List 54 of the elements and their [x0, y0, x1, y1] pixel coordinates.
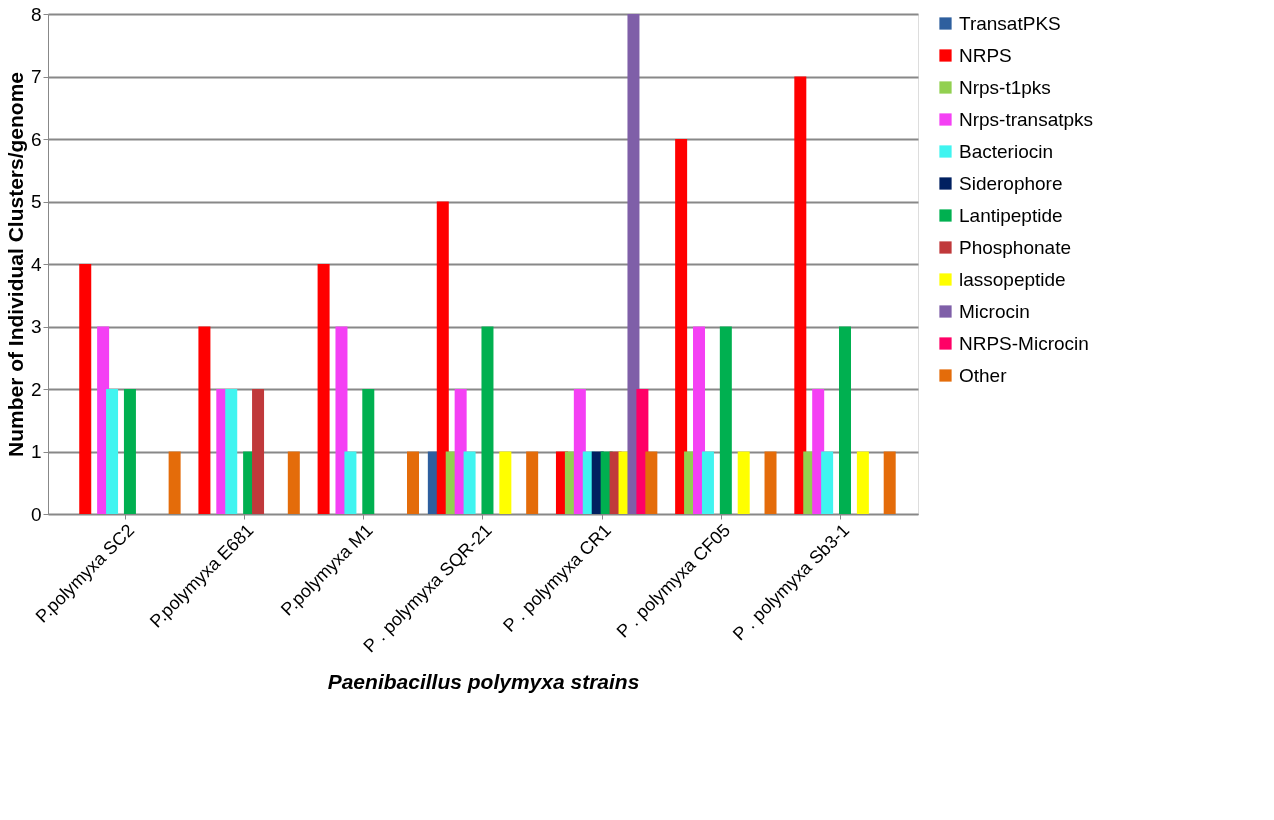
bar	[406, 451, 419, 514]
y-tick-label: 7	[30, 66, 42, 87]
bar	[79, 264, 92, 514]
legend-label: Lantipeptide	[959, 204, 1063, 226]
bar	[362, 389, 375, 514]
legend-label: Siderophore	[959, 172, 1063, 194]
legend-label: Nrps-transatpks	[959, 108, 1094, 130]
y-tick-label: 5	[30, 191, 42, 212]
bar	[764, 451, 777, 514]
bar	[883, 451, 896, 514]
bar	[821, 451, 834, 514]
x-axis-title: Paenibacillus polymyxa strains	[327, 669, 640, 693]
legend-label: lassopeptide	[959, 268, 1066, 290]
legend-label: Microcin	[959, 300, 1030, 322]
bar	[287, 451, 300, 514]
legend-label: Other	[959, 364, 1008, 386]
y-tick-label: 8	[30, 3, 42, 25]
y-axis-title: Number of Individual Clusters/genome	[3, 71, 27, 458]
legend-label: Nrps-t1pks	[959, 76, 1051, 98]
legend-label: NRPS	[959, 44, 1012, 66]
bar	[693, 326, 706, 514]
bar	[106, 389, 119, 514]
legend-label: Phosphonate	[959, 236, 1071, 258]
legend-label: NRPS-Microcin	[959, 332, 1089, 354]
y-tick-label: 1	[30, 441, 42, 462]
bar	[499, 451, 512, 514]
bar	[645, 451, 658, 514]
y-tick-label: 2	[30, 378, 42, 400]
bar	[335, 326, 348, 514]
bar	[839, 326, 851, 514]
bar	[675, 139, 688, 514]
legend-label: TransatPKS	[959, 12, 1061, 34]
bar	[737, 451, 750, 514]
bar	[701, 451, 714, 514]
legend-label: Bacteriocin	[959, 140, 1053, 162]
bar	[794, 76, 807, 514]
bar	[168, 451, 181, 514]
bar	[463, 451, 476, 514]
bar	[436, 201, 449, 514]
y-tick-label: 3	[30, 316, 42, 337]
bar	[198, 326, 211, 514]
bar	[526, 451, 539, 514]
bar	[225, 389, 238, 514]
bar	[252, 389, 265, 514]
bar	[123, 389, 136, 514]
bar	[481, 326, 494, 514]
y-tick-label: 0	[30, 503, 42, 525]
bar	[317, 264, 330, 514]
y-tick-label: 4	[30, 253, 42, 275]
y-tick-label: 6	[30, 128, 42, 150]
bar	[344, 451, 357, 514]
bar	[719, 326, 732, 514]
bar	[627, 14, 640, 514]
bar	[856, 451, 869, 514]
